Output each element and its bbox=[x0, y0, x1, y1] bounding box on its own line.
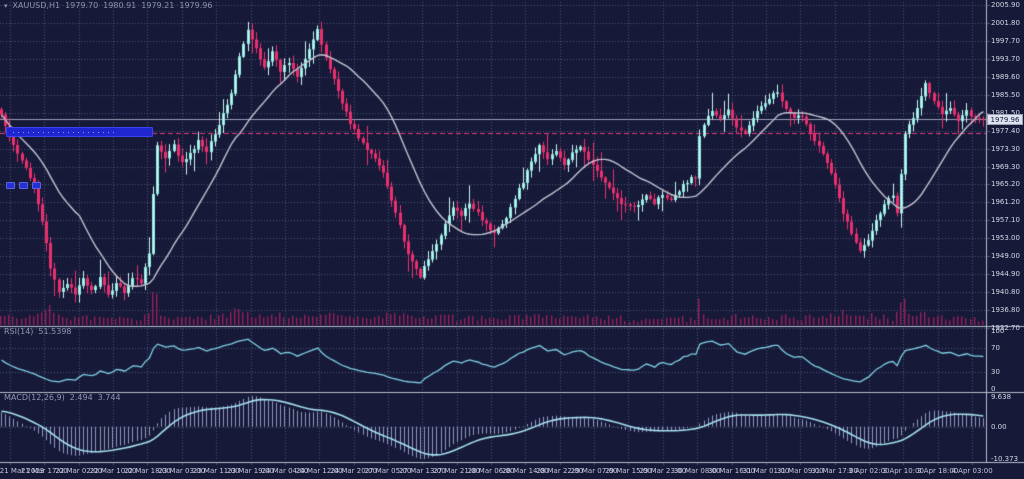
current-price-box: 1979.96 bbox=[987, 114, 1023, 126]
macd-signal-value: 3.744 bbox=[97, 393, 121, 402]
rsi-indicator-value: 51.5398 bbox=[38, 327, 72, 336]
symbol-period-label: XAUUSD,H1 bbox=[12, 1, 61, 10]
chevron-down-icon[interactable]: ▾ bbox=[4, 1, 8, 10]
low-value: 1979.21 bbox=[141, 1, 175, 10]
macd-panel-label: MACD(12,26,9) 2.494 3.744 bbox=[4, 393, 121, 402]
high-value: 1980.91 bbox=[103, 1, 137, 10]
order-mark bbox=[19, 182, 28, 189]
macd-indicator-name: MACD(12,26,9) bbox=[4, 393, 65, 402]
order-annotation-bar[interactable] bbox=[6, 127, 153, 137]
close-value: 1979.96 bbox=[179, 1, 213, 10]
order-annotation-marks[interactable] bbox=[6, 182, 41, 189]
macd-main-value: 2.494 bbox=[69, 393, 93, 402]
rsi-panel-label: RSI(14) 51.5398 bbox=[4, 327, 72, 336]
order-mark bbox=[6, 182, 15, 189]
open-value: 1979.70 bbox=[65, 1, 99, 10]
rsi-indicator-name: RSI(14) bbox=[4, 327, 34, 336]
order-mark bbox=[32, 182, 41, 189]
chart-title: ▾ XAUUSD,H1 1979.70 1980.91 1979.21 1979… bbox=[4, 1, 212, 10]
